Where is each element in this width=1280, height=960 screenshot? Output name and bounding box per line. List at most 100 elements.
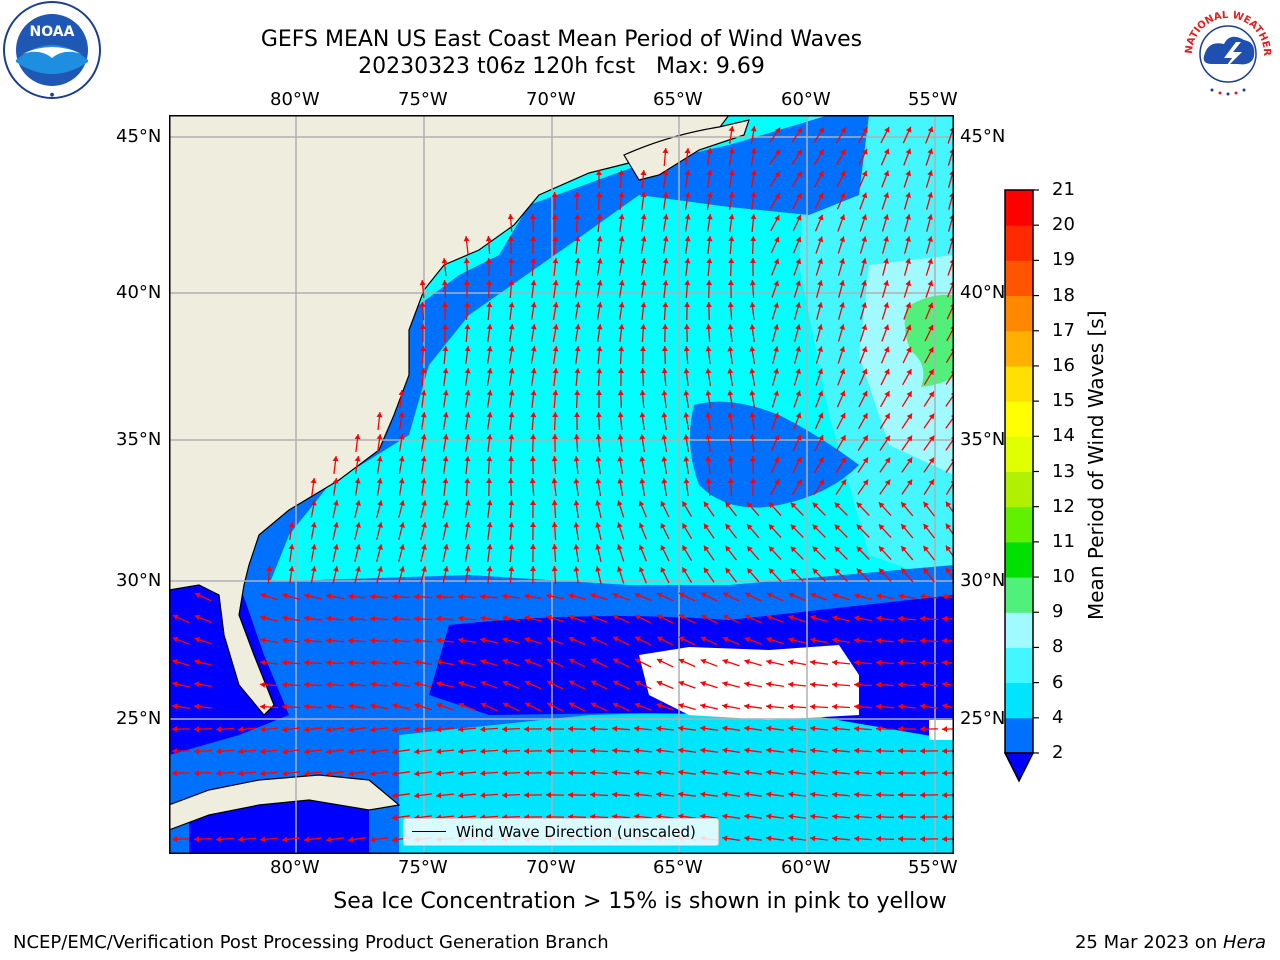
wind-wave-arrowhead xyxy=(898,813,904,820)
noaa-logo: NOAA ● xyxy=(3,1,101,99)
wind-wave-arrowhead xyxy=(326,703,332,710)
wind-wave-arrowhead xyxy=(927,258,933,265)
wind-wave-arrowhead xyxy=(420,368,427,374)
wind-wave-arrowhead xyxy=(486,566,493,572)
wind-wave-arrowhead xyxy=(436,770,442,777)
wind-wave-arrowhead xyxy=(266,566,273,572)
colorbar xyxy=(1003,189,1039,783)
wind-wave-arrowhead xyxy=(884,479,891,486)
wind-wave-arrowhead xyxy=(486,522,493,528)
wind-wave-arrowhead xyxy=(856,524,863,531)
wind-wave-arrowhead xyxy=(703,501,710,508)
wind-wave-arrowhead xyxy=(703,523,710,530)
wind-wave-arrowhead xyxy=(722,636,729,643)
wind-wave-arrowhead xyxy=(638,566,645,573)
wind-wave-arrowhead xyxy=(774,456,780,463)
colorbar-band xyxy=(1005,295,1033,332)
land-north-america xyxy=(169,115,730,716)
wind-wave-arrowhead xyxy=(810,747,816,754)
wind-wave-arrowhead xyxy=(927,236,933,242)
wind-wave-arrowhead xyxy=(640,346,646,351)
wind-wave-arrowhead xyxy=(590,636,597,642)
wind-wave-arrowhead xyxy=(348,770,354,777)
wind-wave-arrowhead xyxy=(795,324,801,330)
wind-wave-arrowhead xyxy=(920,814,925,820)
wind-wave-arrowhead xyxy=(618,170,625,176)
wind-wave-arrowhead xyxy=(640,214,647,220)
wind-wave-arrowhead xyxy=(355,544,361,550)
wind-wave-arrowhead xyxy=(596,346,603,352)
wind-wave-arrowhead xyxy=(884,391,890,397)
wind-wave-arrowhead xyxy=(194,748,200,755)
wind-wave-arrowhead xyxy=(657,614,663,620)
wind-wave-arrowhead xyxy=(684,280,691,286)
wind-wave-arrowhead xyxy=(458,615,464,622)
wind-wave-arrowhead xyxy=(304,836,310,843)
wind-wave-arrowhead xyxy=(727,302,734,308)
wind-wave-arrowhead xyxy=(260,726,266,733)
wind-wave-arrowhead xyxy=(766,681,772,688)
wind-wave-arrowhead xyxy=(508,434,515,440)
wind-wave-arrowhead xyxy=(878,502,885,509)
wind-wave-arrowhead xyxy=(905,236,911,242)
wind-wave-arrowhead xyxy=(684,192,691,198)
wind-wave-arrowhead xyxy=(414,703,420,709)
wind-wave-arrowhead xyxy=(839,192,846,199)
wind-wave-arrowhead xyxy=(508,258,515,264)
wind-wave-arrowhead xyxy=(901,546,907,552)
wind-wave-arrowhead xyxy=(750,170,757,176)
wind-wave-arrowhead xyxy=(282,593,288,599)
wind-wave-arrowhead xyxy=(862,435,868,442)
wind-wave-arrowhead xyxy=(678,747,684,754)
wind-wave-arrowhead xyxy=(507,236,514,242)
wind-wave-arrowhead xyxy=(876,681,882,688)
wind-wave-arrowhead xyxy=(898,747,904,754)
wind-wave-arrowhead xyxy=(612,614,619,621)
wind-wave-arrows xyxy=(171,125,954,843)
wind-wave-arrowhead xyxy=(832,747,838,754)
wind-wave-arrowhead xyxy=(552,302,559,308)
wind-wave-arrowhead xyxy=(722,658,729,665)
wind-wave-arrowhead xyxy=(832,592,839,599)
wind-wave-arrowhead xyxy=(656,658,663,664)
wind-wave-arrowhead xyxy=(945,567,952,574)
wind-wave-arrowhead xyxy=(530,566,536,571)
wind-wave-arrowhead xyxy=(458,680,465,687)
wind-wave-arrowhead xyxy=(590,769,596,776)
wind-wave-arrowhead xyxy=(568,636,575,643)
wind-wave-arrowhead xyxy=(817,412,824,419)
wind-wave-arrowhead xyxy=(370,836,376,843)
wind-wave-arrowhead xyxy=(326,770,332,777)
wind-wave-arrowhead xyxy=(854,703,860,710)
wind-wave-arrowhead xyxy=(744,769,750,776)
wind-wave-arrowhead xyxy=(942,593,948,600)
wind-wave-arrowhead xyxy=(613,658,619,664)
wind-wave-arrowhead xyxy=(683,368,690,374)
wind-wave-arrowhead xyxy=(876,791,882,798)
wind-wave-arrowhead xyxy=(661,346,668,352)
wind-wave-arrowhead xyxy=(682,523,688,530)
wind-wave-arrowhead xyxy=(546,615,552,621)
wind-wave-arrowhead xyxy=(617,412,624,418)
wind-wave-arrowhead xyxy=(788,637,794,643)
wind-wave-arrowhead xyxy=(861,324,868,331)
wind-wave-arrowhead xyxy=(766,747,772,754)
wind-wave-arrowhead xyxy=(551,566,558,572)
wind-wave-arrowhead xyxy=(398,390,405,396)
wind-wave-arrowhead xyxy=(705,390,712,396)
wind-wave-arrowhead xyxy=(348,748,354,755)
wind-wave-arrowhead xyxy=(194,703,200,710)
wind-wave-arrowhead xyxy=(832,835,838,842)
wind-wave-arrowhead xyxy=(862,127,868,133)
colorbar-tick-label: 10 xyxy=(1052,566,1075,588)
wind-wave-arrowhead xyxy=(260,615,266,621)
wind-wave-arrowhead xyxy=(706,236,713,242)
wind-wave-arrowhead xyxy=(420,346,427,352)
wind-wave-arrowhead xyxy=(945,545,952,552)
wind-wave-arrowhead xyxy=(436,748,442,755)
wind-wave-arrowhead xyxy=(700,636,707,643)
wind-wave-arrowhead xyxy=(530,346,537,352)
wind-wave-arrowhead xyxy=(530,236,537,242)
wind-wave-arrowhead xyxy=(282,836,288,843)
wind-wave-arrowhead xyxy=(552,412,559,418)
